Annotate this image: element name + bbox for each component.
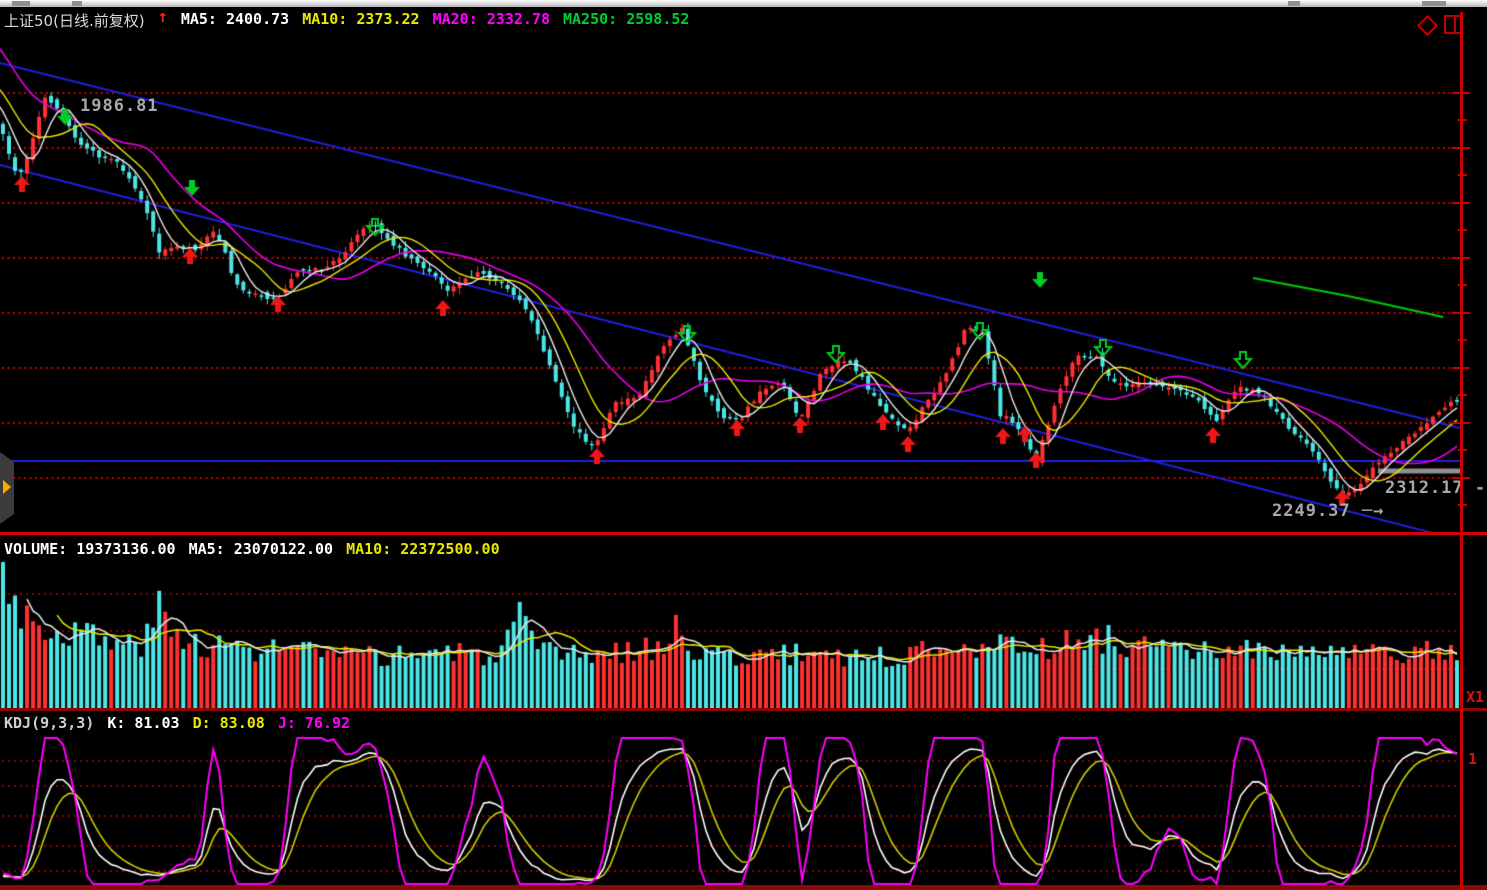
- right-triangle-icon: [3, 480, 11, 494]
- kdj-scale-label: 1: [1468, 750, 1478, 768]
- main-volume-divider: [0, 532, 1487, 535]
- volume-ma10-readout: MA10: 22372500.00: [346, 540, 500, 558]
- kdj-j-readout: J: 76.92: [277, 714, 351, 732]
- volume-kdj-divider: [0, 708, 1487, 711]
- kdj-header: KDJ(9,3,3) K: 81.03 D: 83.08 J: 76.92: [4, 714, 350, 732]
- ma20-readout: MA20: 2332.78: [432, 10, 550, 28]
- ma5-readout: MA5: 2400.73: [180, 10, 290, 28]
- low-price-label: 2249.37 ─→: [1272, 501, 1385, 521]
- ma250-readout: MA250: 2598.52: [563, 10, 690, 28]
- volume-ma5-readout: MA5: 23070122.00: [188, 540, 334, 558]
- kdj-chart-canvas[interactable]: [0, 736, 1460, 886]
- sidebar-expand-toggle[interactable]: [0, 452, 14, 524]
- kdj-k-readout: K: 81.03: [107, 714, 180, 732]
- peak-price-label: 1986.81: [80, 96, 159, 116]
- ma10-readout: MA10: 2373.22: [302, 10, 420, 28]
- main-price-chart-canvas[interactable]: [0, 0, 1460, 532]
- kdj-title[interactable]: KDJ(9,3,3): [4, 714, 95, 732]
- split-window-divider: [1454, 17, 1456, 32]
- volume-chart-canvas[interactable]: [0, 560, 1460, 708]
- main-chart-header: 上证50(日线.前复权) ↑ MA5: 2400.73 MA10: 2373.2…: [4, 7, 690, 31]
- up-arrow-icon: ↑: [157, 7, 168, 27]
- volume-scale-label: X1: [1466, 688, 1485, 706]
- volume-header: VOLUME: 19373136.00 MA5: 23070122.00 MA1…: [4, 540, 500, 558]
- last-price-label: 2312.17 -: [1385, 478, 1487, 498]
- symbol-title[interactable]: 上证50(日线.前复权): [4, 12, 145, 30]
- bottom-border: [0, 885, 1487, 890]
- volume-readout: VOLUME: 19373136.00: [4, 540, 176, 558]
- right-axis-border: [1460, 12, 1463, 890]
- kdj-d-readout: D: 83.08: [192, 714, 265, 732]
